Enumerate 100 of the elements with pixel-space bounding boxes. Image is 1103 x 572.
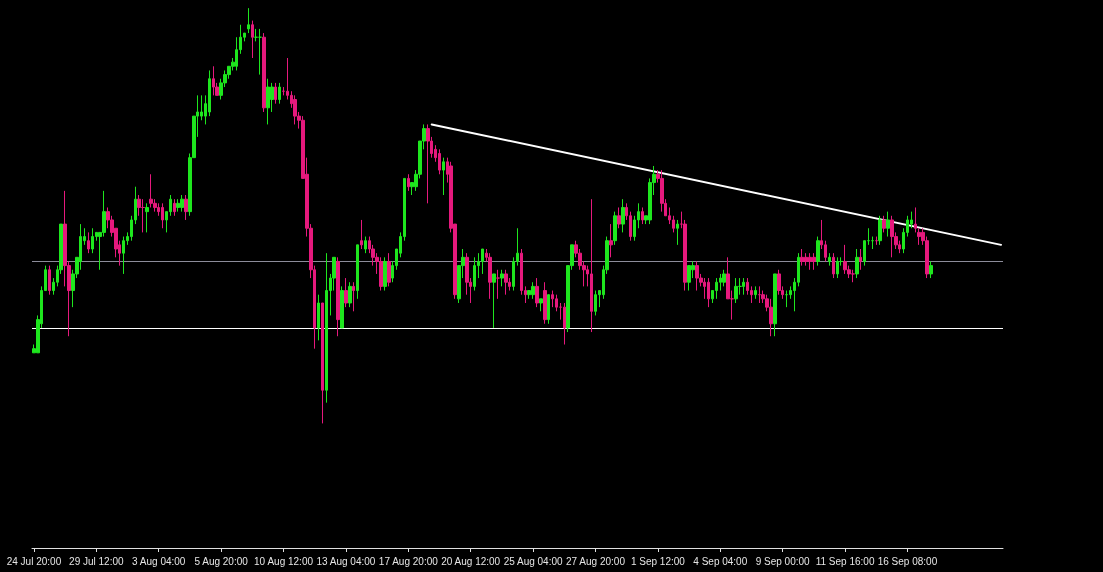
candlestick [321,302,324,424]
candlestick [617,206,621,229]
candlestick [867,227,870,246]
candlestick [212,65,215,96]
candlestick [804,252,808,267]
candlestick [563,302,566,346]
candlestick [777,269,781,296]
x-tick-label: 17 Aug 20:00 [378,555,439,567]
candlestick [816,236,820,267]
candlestick [859,248,862,271]
candlestick [364,236,367,254]
candlestick [695,260,699,292]
candlestick [442,157,445,196]
candlestick [543,281,547,325]
candlestick [851,269,855,283]
candlestick [344,277,348,308]
candlestick [379,256,383,292]
x-tick-label: 4 Sep 04:00 [693,555,748,567]
candlestick [149,173,153,208]
candlestick [387,252,391,287]
candlestick [878,215,882,246]
candlestick [754,285,757,300]
candlestick [141,198,145,233]
candlestick [496,269,500,300]
candlestick [356,244,359,300]
candlestick [555,294,558,312]
candlestick [687,265,691,292]
candlestick [488,252,492,300]
candlestick [785,290,788,308]
candlestick [742,277,745,296]
candlestick [173,198,176,217]
candlestick [551,290,554,308]
candlestick [360,219,363,250]
candlestick [660,169,664,213]
x-tick-label: 24 Jul 20:00 [6,555,62,567]
candlestick [145,202,149,233]
candlestick [251,20,254,59]
candlestick [590,198,593,333]
candlestick [539,298,543,312]
candlestick [547,294,550,325]
candlestick [800,248,804,267]
candlestick [890,215,894,258]
candlestick [184,194,188,221]
candlestick [325,252,328,404]
x-tick-label: 11 Sep 16:00 [815,555,875,567]
candlestick [348,281,352,308]
candlestick [500,269,504,287]
x-tick-label: 10 Aug 12:00 [254,555,314,567]
candlestick [492,273,496,329]
candlestick [266,78,270,125]
candlestick [882,215,886,233]
candlestick [531,281,535,300]
x-tick-label: 1 Sep 12:00 [630,555,686,567]
candlestick [609,223,613,258]
candlestick [641,206,644,225]
candlestick [473,256,476,292]
x-tick-label: 25 Aug 04:00 [503,555,564,567]
candlestick [504,269,508,296]
candlestick [262,32,266,113]
candlestick [828,252,831,267]
x-tick-label: 29 Jul 12:00 [69,555,125,567]
candlestick [87,231,90,254]
candlestick [855,248,859,279]
candlestick [336,256,340,337]
candlestick [707,277,710,308]
candlestick [676,219,679,246]
x-tick-label: 3 Aug 04:00 [132,555,186,567]
candlestick [340,285,344,329]
candlestick [258,28,262,76]
candlestick [886,211,890,238]
candlestick [734,277,738,304]
candlestick [535,277,539,308]
candlestick [383,256,387,292]
candlestick [407,173,410,192]
candlestick [613,211,617,246]
candlestick [352,281,355,312]
candlestick [161,202,164,229]
candlestick [247,7,250,34]
candlestick [773,273,777,337]
candlestick [481,248,484,275]
x-tick-label: 13 Aug 04:00 [316,555,376,567]
candlestick [317,294,320,341]
candlestick [293,94,297,125]
candlestick [808,252,812,271]
candlestick [122,236,125,275]
x-tick-label: 16 Sep 08:00 [877,555,938,567]
candlestick [438,148,441,175]
candlestick [715,277,718,300]
candlestick [176,198,180,213]
candlestick [594,290,597,316]
candlestick [426,123,430,204]
candlestick [769,298,773,337]
candlestick [843,244,847,275]
x-tick-label: 9 Sep 00:00 [755,555,811,567]
candlestick [863,240,866,267]
candlestick [929,260,933,279]
candlestick [758,285,761,304]
x-tick-label: 27 Aug 20:00 [566,555,626,567]
candlestick [48,265,51,296]
x-tick-label: 5 Aug 20:00 [194,555,249,567]
